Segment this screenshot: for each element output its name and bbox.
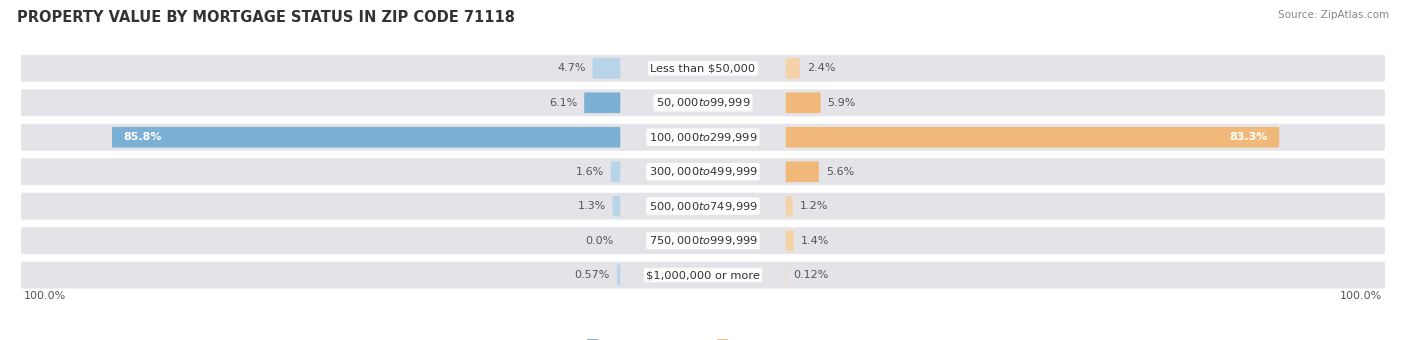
FancyBboxPatch shape: [21, 227, 1385, 254]
Text: 0.0%: 0.0%: [585, 236, 613, 245]
Text: $300,000 to $499,999: $300,000 to $499,999: [648, 165, 758, 178]
FancyBboxPatch shape: [592, 58, 620, 79]
Text: $500,000 to $749,999: $500,000 to $749,999: [648, 200, 758, 212]
FancyBboxPatch shape: [786, 127, 1279, 148]
Text: Less than $50,000: Less than $50,000: [651, 63, 755, 73]
Text: $100,000 to $299,999: $100,000 to $299,999: [648, 131, 758, 144]
Text: $50,000 to $99,999: $50,000 to $99,999: [655, 96, 751, 109]
Text: 4.7%: 4.7%: [557, 63, 585, 73]
FancyBboxPatch shape: [21, 55, 1385, 82]
Text: PROPERTY VALUE BY MORTGAGE STATUS IN ZIP CODE 71118: PROPERTY VALUE BY MORTGAGE STATUS IN ZIP…: [17, 10, 515, 25]
Text: 0.12%: 0.12%: [793, 270, 828, 280]
FancyBboxPatch shape: [786, 92, 821, 113]
Text: 2.4%: 2.4%: [807, 63, 835, 73]
Text: 1.6%: 1.6%: [575, 167, 605, 177]
Text: 0.57%: 0.57%: [575, 270, 610, 280]
Legend: Without Mortgage, With Mortgage: Without Mortgage, With Mortgage: [588, 339, 818, 340]
Text: 5.9%: 5.9%: [828, 98, 856, 108]
Text: $750,000 to $999,999: $750,000 to $999,999: [648, 234, 758, 247]
FancyBboxPatch shape: [21, 124, 1385, 151]
Text: 83.3%: 83.3%: [1230, 132, 1268, 142]
FancyBboxPatch shape: [583, 92, 620, 113]
FancyBboxPatch shape: [617, 265, 620, 285]
Text: 1.3%: 1.3%: [578, 201, 606, 211]
FancyBboxPatch shape: [786, 162, 818, 182]
Text: 100.0%: 100.0%: [24, 291, 66, 302]
Text: 5.6%: 5.6%: [825, 167, 853, 177]
FancyBboxPatch shape: [21, 158, 1385, 185]
Text: $1,000,000 or more: $1,000,000 or more: [647, 270, 759, 280]
Text: 6.1%: 6.1%: [550, 98, 578, 108]
FancyBboxPatch shape: [610, 162, 620, 182]
Text: 100.0%: 100.0%: [1340, 291, 1382, 302]
FancyBboxPatch shape: [786, 230, 794, 251]
FancyBboxPatch shape: [613, 196, 620, 217]
FancyBboxPatch shape: [21, 89, 1385, 116]
FancyBboxPatch shape: [786, 58, 800, 79]
FancyBboxPatch shape: [112, 127, 620, 148]
FancyBboxPatch shape: [21, 193, 1385, 220]
Text: 1.2%: 1.2%: [800, 201, 828, 211]
FancyBboxPatch shape: [786, 196, 793, 217]
Text: Source: ZipAtlas.com: Source: ZipAtlas.com: [1278, 10, 1389, 20]
Text: 1.4%: 1.4%: [801, 236, 830, 245]
Text: 85.8%: 85.8%: [122, 132, 162, 142]
FancyBboxPatch shape: [21, 262, 1385, 289]
